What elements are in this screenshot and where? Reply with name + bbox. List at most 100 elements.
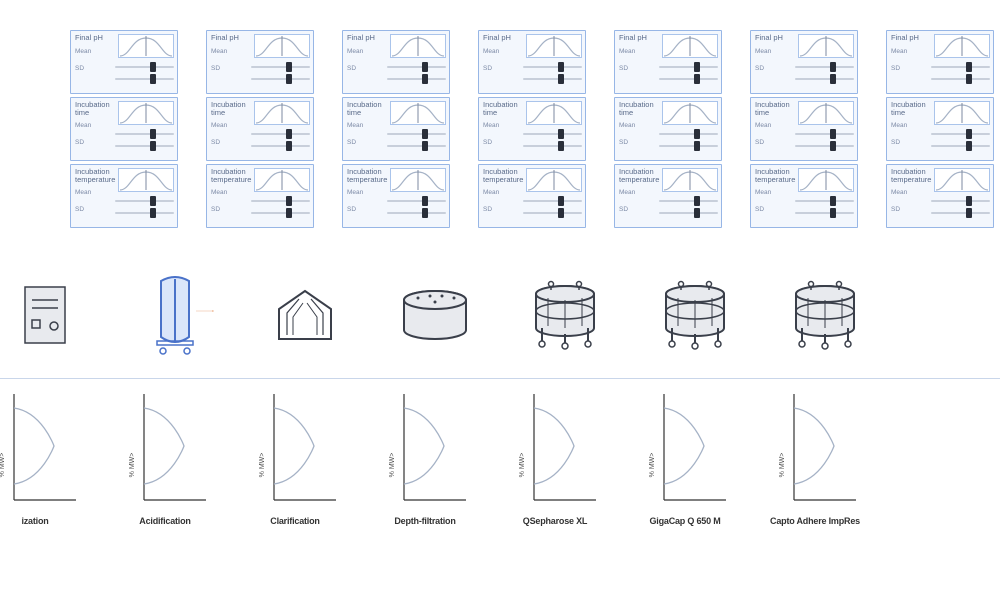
svg-text:% MW>: % MW>: [0, 453, 6, 478]
param-title: Final pH: [347, 34, 391, 42]
slider[interactable]: [115, 140, 174, 152]
slider[interactable]: [523, 61, 582, 73]
slider[interactable]: [387, 128, 446, 140]
parameter-box: Final pHMeanSD: [342, 30, 450, 94]
param-sublabel: Mean: [891, 48, 935, 55]
step-distribution: % MW>Capto Adhere ImpRes: [750, 392, 880, 526]
slider[interactable]: [523, 128, 582, 140]
param-title: Incubationtemperature: [755, 168, 799, 183]
distribution-row: % MW>ization% MW>Acidification % MW> Clari…: [0, 392, 1000, 526]
svg-text:% MW>: % MW>: [649, 453, 656, 478]
slider[interactable]: [795, 128, 854, 140]
param-sublabel: Mean: [755, 48, 799, 55]
slider[interactable]: [523, 73, 582, 85]
param-sublabel: SD: [75, 139, 119, 146]
slider[interactable]: [523, 207, 582, 219]
disc-icon: [370, 270, 500, 360]
param-sublabel: Mean: [211, 48, 255, 55]
distribution-plot-icon: % MW>: [640, 392, 730, 502]
slider[interactable]: [115, 73, 174, 85]
slider[interactable]: [659, 195, 718, 207]
slider[interactable]: [659, 207, 718, 219]
param-sublabel: SD: [347, 206, 391, 213]
distribution-plot-icon: % MW>: [380, 392, 470, 502]
slider[interactable]: [659, 140, 718, 152]
slider[interactable]: [115, 207, 174, 219]
slider[interactable]: [659, 61, 718, 73]
slider[interactable]: [795, 73, 854, 85]
param-title: Incubationtemperature: [891, 168, 935, 183]
slider[interactable]: [115, 128, 174, 140]
slider[interactable]: [251, 73, 310, 85]
param-sublabel: SD: [619, 206, 663, 213]
slider[interactable]: [931, 140, 990, 152]
param-title: Final pH: [891, 34, 935, 42]
param-sublabel: Mean: [75, 189, 119, 196]
param-sublabel: Mean: [755, 122, 799, 129]
mini-distribution-icon: [934, 168, 990, 192]
slider[interactable]: [931, 128, 990, 140]
step-label: QSepharose XL: [523, 516, 587, 526]
slider[interactable]: [251, 128, 310, 140]
slider[interactable]: [931, 61, 990, 73]
param-sublabel: Mean: [483, 122, 527, 129]
step-distribution: % MW>Acidification: [100, 392, 230, 526]
distribution-plot-icon: % MW>: [510, 392, 600, 502]
slider[interactable]: [795, 195, 854, 207]
step-label: Depth-filtration: [394, 516, 455, 526]
slider[interactable]: [931, 195, 990, 207]
param-sublabel: SD: [755, 139, 799, 146]
slider[interactable]: [251, 61, 310, 73]
param-sublabel: SD: [619, 139, 663, 146]
param-sublabel: Mean: [619, 189, 663, 196]
slider[interactable]: [523, 195, 582, 207]
slider[interactable]: [795, 140, 854, 152]
param-sublabel: Mean: [75, 48, 119, 55]
mini-distribution-icon: [526, 168, 582, 192]
slider[interactable]: [115, 195, 174, 207]
parameter-box: IncubationtimeMeanSD: [70, 97, 178, 161]
parameter-box: IncubationtimeMeanSD: [478, 97, 586, 161]
slider[interactable]: [115, 61, 174, 73]
param-title: Incubationtemperature: [211, 168, 255, 183]
mini-distribution-icon: [526, 101, 582, 125]
slider[interactable]: [523, 140, 582, 152]
param-title: Incubationtemperature: [347, 168, 391, 183]
param-sublabel: Mean: [619, 122, 663, 129]
slider[interactable]: [387, 73, 446, 85]
param-sublabel: SD: [891, 206, 935, 213]
mini-distribution-icon: [798, 34, 854, 58]
param-sublabel: Mean: [483, 189, 527, 196]
mini-distribution-icon: [390, 34, 446, 58]
slider[interactable]: [659, 73, 718, 85]
parameter-box: Final pHMeanSD: [206, 30, 314, 94]
slider[interactable]: [387, 140, 446, 152]
parameter-panel-column: Final pHMeanSDIncubationtimeMeanSDIncuba…: [342, 30, 450, 231]
slider[interactable]: [931, 207, 990, 219]
parameter-box: Final pHMeanSD: [886, 30, 994, 94]
param-sublabel: Mean: [891, 189, 935, 196]
slider[interactable]: [659, 128, 718, 140]
parameter-box: IncubationtemperatureMeanSD: [750, 164, 858, 228]
slider[interactable]: [251, 140, 310, 152]
mini-distribution-icon: [662, 101, 718, 125]
arrow-icon: [160, 310, 250, 312]
step-distribution: % MW>ization: [0, 392, 100, 526]
slider[interactable]: [387, 195, 446, 207]
slider[interactable]: [931, 73, 990, 85]
slider-group: [795, 61, 854, 85]
param-title: Incubationtime: [619, 101, 663, 116]
slider[interactable]: [251, 195, 310, 207]
parameter-box: Incubationtemperature Mean SD: [886, 164, 994, 228]
slider-group: [115, 195, 174, 219]
parameter-box: Final pHMeanSD: [614, 30, 722, 94]
slider[interactable]: [387, 61, 446, 73]
slider[interactable]: [387, 207, 446, 219]
step-label: Clarification: [270, 516, 319, 526]
slider-group: [659, 195, 718, 219]
slider[interactable]: [795, 207, 854, 219]
param-sublabel: SD: [75, 65, 119, 72]
parameter-box: IncubationtimeMeanSD: [206, 97, 314, 161]
slider[interactable]: [251, 207, 310, 219]
slider[interactable]: [795, 61, 854, 73]
